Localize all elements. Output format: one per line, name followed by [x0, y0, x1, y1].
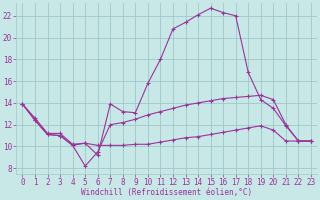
X-axis label: Windchill (Refroidissement éolien,°C): Windchill (Refroidissement éolien,°C): [81, 188, 252, 197]
